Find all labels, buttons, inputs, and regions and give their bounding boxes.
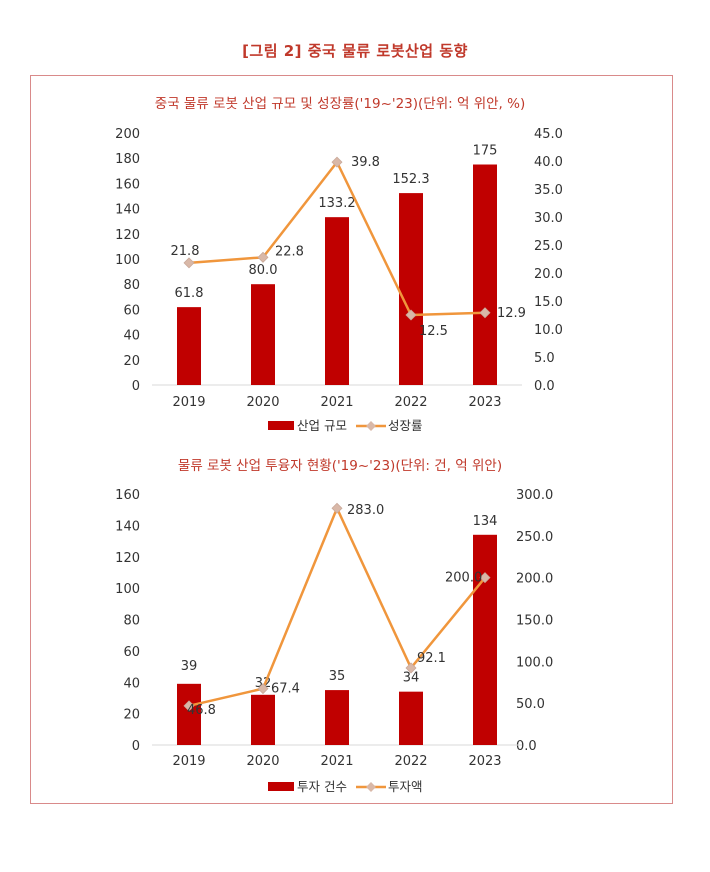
chart-title: 중국 물류 로봇 산업 규모 및 성장률('19~'23)(단위: 억 위안, …: [155, 96, 525, 112]
line-data-label: 21.8: [171, 244, 200, 259]
bar: [325, 217, 349, 385]
y2-tick-label: 200.0: [516, 572, 553, 587]
y2-tick-label: 30.0: [534, 211, 563, 226]
y-tick-label: 160: [115, 177, 140, 192]
y-tick-label: 100: [115, 582, 140, 597]
y2-tick-label: 25.0: [534, 239, 563, 254]
bar-data-label: 34: [403, 671, 420, 686]
y-tick-label: 60: [123, 645, 140, 660]
line-data-label: 46.8: [187, 703, 216, 718]
bar: [177, 307, 201, 385]
line-point: [183, 257, 195, 269]
x-tick-label: 2022: [394, 754, 427, 769]
y-tick-label: 140: [115, 519, 140, 534]
line-data-label: 12.5: [419, 324, 448, 339]
figure-title: [그림 2] 중국 물류 로봇산업 동향: [242, 42, 468, 60]
line-point: [257, 683, 269, 695]
y-tick-label: 20: [123, 354, 140, 369]
y-tick-label: 120: [115, 228, 140, 243]
bar: [399, 691, 423, 745]
y2-tick-label: 0.0: [534, 379, 555, 394]
figure-frame: [30, 75, 673, 804]
y2-tick-label: 10.0: [534, 323, 563, 338]
y-tick-label: 40: [123, 676, 140, 691]
legend-label: 산업 규모: [297, 418, 347, 433]
line-point: [405, 662, 417, 674]
line-data-label: 39.8: [351, 155, 380, 170]
y-tick-label: 60: [123, 303, 140, 318]
bar: [325, 690, 349, 745]
line-point: [405, 309, 417, 321]
y2-tick-label: 40.0: [534, 155, 563, 170]
x-tick-label: 2019: [172, 395, 205, 410]
x-tick-label: 2021: [320, 754, 353, 769]
bar: [399, 193, 423, 385]
y-tick-label: 80: [123, 278, 140, 293]
bar-data-label: 80.0: [249, 263, 278, 278]
x-tick-label: 2021: [320, 395, 353, 410]
y2-tick-label: 45.0: [534, 127, 563, 142]
y-tick-label: 100: [115, 253, 140, 268]
y2-tick-label: 100.0: [516, 655, 553, 670]
y2-tick-label: 50.0: [516, 697, 545, 712]
x-tick-label: 2022: [394, 395, 427, 410]
y-tick-label: 20: [123, 708, 140, 723]
y2-tick-label: 300.0: [516, 488, 553, 503]
bar: [473, 164, 497, 385]
bar: [473, 534, 497, 745]
line-point: [331, 156, 343, 168]
x-tick-label: 2023: [468, 754, 501, 769]
y-tick-label: 160: [115, 488, 140, 503]
y-tick-label: 0: [132, 379, 140, 394]
x-tick-label: 2019: [172, 754, 205, 769]
bar-data-label: 61.8: [175, 286, 204, 301]
legend-label: 투자 건수: [297, 779, 347, 794]
bar: [251, 284, 275, 385]
y2-tick-label: 5.0: [534, 351, 555, 366]
y2-tick-label: 20.0: [534, 267, 563, 282]
bar-data-label: 152.3: [392, 172, 429, 187]
y2-tick-label: 250.0: [516, 530, 553, 545]
y2-tick-label: 150.0: [516, 614, 553, 629]
bar-data-label: 39: [181, 659, 198, 674]
y2-tick-label: 0.0: [516, 739, 537, 754]
chart-title: 물류 로봇 산업 투융자 현황('19~'23)(단위: 건, 억 위안): [178, 458, 502, 474]
x-tick-label: 2023: [468, 395, 501, 410]
line-data-label: 22.8: [275, 244, 304, 259]
line-point: [183, 700, 195, 712]
y2-tick-label: 15.0: [534, 295, 563, 310]
y-tick-label: 180: [115, 152, 140, 167]
y-tick-label: 0: [132, 739, 140, 754]
y2-tick-label: 35.0: [534, 183, 563, 198]
y-tick-label: 120: [115, 551, 140, 566]
y-tick-label: 40: [123, 329, 140, 344]
legend-swatch-marker: [366, 782, 376, 792]
bar-data-label: 134: [473, 514, 498, 529]
bar: [251, 694, 275, 745]
legend-label: 투자액: [388, 779, 423, 794]
bar-data-label: 35: [329, 669, 346, 684]
line-data-label: 12.9: [497, 306, 526, 321]
y-tick-label: 80: [123, 614, 140, 629]
line-point: [331, 502, 343, 514]
line-data-label: 92.1: [417, 651, 446, 666]
line-point: [257, 251, 269, 263]
legend-swatch-bar: [268, 782, 294, 791]
line-point: [479, 572, 491, 584]
y-tick-label: 200: [115, 127, 140, 142]
bar-data-label: 133.2: [318, 196, 355, 211]
y-tick-label: 140: [115, 203, 140, 218]
line-data-label: 283.0: [347, 503, 384, 518]
x-tick-label: 2020: [246, 754, 279, 769]
bar-data-label: 175: [473, 144, 498, 159]
legend-swatch-bar: [268, 421, 294, 430]
legend-label: 성장률: [388, 418, 423, 433]
legend-swatch-marker: [366, 421, 376, 431]
line-point: [479, 307, 491, 319]
line-data-label: 67.4: [271, 682, 300, 697]
bar: [177, 683, 201, 745]
x-tick-label: 2020: [246, 395, 279, 410]
line-data-label: 200.0: [445, 571, 482, 586]
